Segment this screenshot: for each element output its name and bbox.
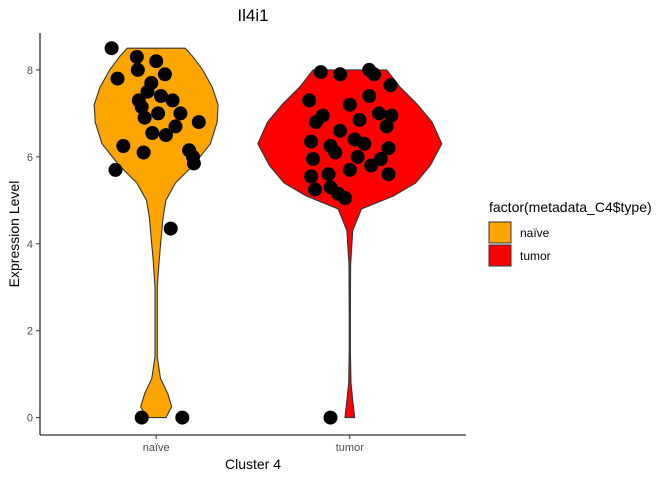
data-point-tumor-13 xyxy=(352,112,367,127)
data-point-naive-8 xyxy=(154,89,168,103)
legend-label-tumor: tumor xyxy=(520,249,551,263)
data-point-naive-16 xyxy=(168,119,183,134)
y-tick-label-2: 2 xyxy=(27,326,33,338)
data-point-naive-15 xyxy=(191,115,206,130)
axes-layer xyxy=(39,33,466,436)
data-point-tumor-5 xyxy=(383,78,398,93)
data-point-tumor-11 xyxy=(308,115,323,130)
y-tick-label-4: 4 xyxy=(27,239,33,251)
data-point-naive-14 xyxy=(137,110,152,125)
data-point-tumor-26 xyxy=(342,162,357,177)
data-point-tumor-4 xyxy=(367,67,381,82)
data-point-naive-20 xyxy=(136,145,151,160)
data-point-tumor-20 xyxy=(306,152,320,166)
data-point-naive-6 xyxy=(157,67,172,82)
data-point-tumor-28 xyxy=(381,167,396,182)
data-point-naive-27 xyxy=(175,410,190,425)
data-point-tumor-18 xyxy=(357,136,372,151)
data-point-tumor-27 xyxy=(364,158,379,173)
data-point-tumor-19 xyxy=(381,141,396,156)
data-point-tumor-32 xyxy=(338,191,352,206)
y-ticks: 0 2 4 6 8 xyxy=(27,65,40,425)
data-point-tumor-0 xyxy=(302,93,317,108)
data-point-naive-13 xyxy=(173,106,188,121)
data-point-naive-11 xyxy=(165,93,180,108)
data-point-tumor-8 xyxy=(362,89,377,103)
data-point-tumor-21 xyxy=(328,145,343,160)
data-point-naive-3 xyxy=(130,62,145,77)
data-point-tumor-33 xyxy=(323,410,338,425)
data-point-naive-23 xyxy=(186,156,201,171)
data-point-tumor-1 xyxy=(313,65,328,80)
x-axis-title: Cluster 4 xyxy=(225,456,281,472)
chart-title: Il4i1 xyxy=(237,6,268,25)
data-point-tumor-25 xyxy=(321,167,336,182)
legend-key-tumor xyxy=(488,244,512,267)
y-axis-title: Expression Level xyxy=(6,181,22,288)
data-point-naive-1 xyxy=(110,71,125,86)
data-point-naive-18 xyxy=(158,128,173,143)
data-point-naive-10 xyxy=(134,99,149,114)
data-point-tumor-9 xyxy=(371,106,386,121)
data-point-naive-0 xyxy=(104,41,119,56)
data-point-tumor-12 xyxy=(333,123,348,138)
data-point-tumor-22 xyxy=(350,149,365,164)
legend-label-naive: naïve xyxy=(520,226,550,240)
data-point-tumor-15 xyxy=(304,134,319,149)
points-layer xyxy=(104,41,399,425)
data-point-tumor-29 xyxy=(308,182,322,197)
data-point-naive-2 xyxy=(129,49,144,64)
data-point-naive-26 xyxy=(134,410,149,425)
legend: factor(metadata_C4$type) naïve tumor xyxy=(488,199,652,267)
data-point-naive-25 xyxy=(163,221,178,236)
data-point-tumor-14 xyxy=(379,119,394,134)
y-tick-label-6: 6 xyxy=(27,152,33,164)
data-point-tumor-2 xyxy=(333,67,348,82)
y-tick-label-8: 8 xyxy=(27,65,33,77)
violin-naive xyxy=(93,47,219,419)
x-tick-label-naive: naïve xyxy=(143,442,170,454)
data-point-tumor-7 xyxy=(342,97,357,112)
violin-tumor xyxy=(257,69,443,419)
data-point-tumor-24 xyxy=(304,169,319,184)
data-point-naive-4 xyxy=(149,54,164,69)
x-tick-label-tumor: tumor xyxy=(336,442,364,454)
data-point-naive-19 xyxy=(116,139,131,153)
data-point-naive-7 xyxy=(140,84,155,99)
legend-key-naive xyxy=(488,221,512,244)
data-point-naive-17 xyxy=(145,126,160,140)
legend-title: factor(metadata_C4$type) xyxy=(489,199,652,215)
data-point-naive-12 xyxy=(151,106,166,121)
data-point-naive-24 xyxy=(108,162,123,177)
x-ticks: naïve tumor xyxy=(143,435,364,454)
data-point-tumor-10 xyxy=(384,108,399,123)
y-tick-label-0: 0 xyxy=(27,413,33,425)
